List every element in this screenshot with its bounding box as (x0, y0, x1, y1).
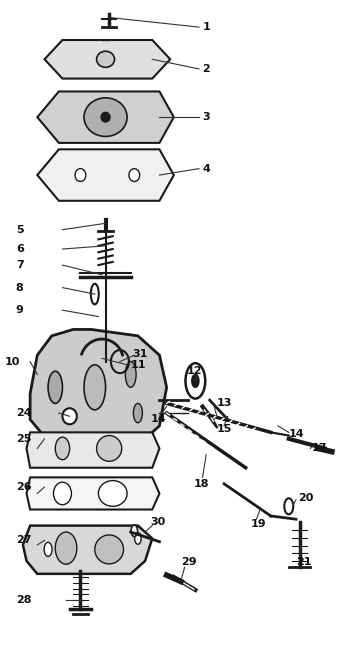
Ellipse shape (75, 169, 86, 182)
Ellipse shape (91, 284, 99, 304)
Text: 31: 31 (132, 349, 148, 359)
Ellipse shape (95, 535, 123, 564)
Ellipse shape (185, 363, 205, 399)
Ellipse shape (135, 533, 141, 545)
Text: 4: 4 (203, 163, 210, 174)
Ellipse shape (129, 169, 140, 182)
Ellipse shape (284, 498, 293, 514)
Ellipse shape (55, 437, 70, 460)
Text: 25: 25 (16, 433, 31, 444)
Text: 26: 26 (16, 482, 31, 492)
Text: 29: 29 (181, 557, 197, 567)
Text: 11: 11 (131, 360, 146, 370)
Text: 9: 9 (16, 305, 24, 315)
Ellipse shape (97, 51, 114, 67)
Ellipse shape (54, 482, 71, 505)
Text: 20: 20 (298, 493, 313, 503)
Ellipse shape (134, 403, 142, 422)
Text: 14: 14 (289, 429, 304, 439)
Text: 1: 1 (203, 22, 210, 32)
Text: 3: 3 (203, 112, 210, 122)
Text: 14: 14 (151, 415, 166, 424)
Ellipse shape (84, 98, 127, 136)
Ellipse shape (84, 365, 106, 410)
Text: 21: 21 (296, 557, 311, 567)
Ellipse shape (131, 525, 138, 537)
Ellipse shape (48, 371, 63, 403)
Polygon shape (45, 40, 170, 79)
Text: 8: 8 (16, 282, 24, 293)
Text: 30: 30 (151, 517, 166, 527)
Text: 24: 24 (16, 408, 31, 418)
Text: 18: 18 (194, 479, 209, 489)
Text: 19: 19 (251, 519, 267, 528)
Text: 7: 7 (16, 260, 24, 270)
Ellipse shape (63, 408, 77, 424)
Text: 17: 17 (312, 443, 328, 453)
Text: 28: 28 (16, 594, 31, 605)
Ellipse shape (125, 362, 136, 388)
Text: 27: 27 (16, 536, 31, 545)
Ellipse shape (101, 112, 110, 122)
Polygon shape (37, 92, 174, 143)
Text: 12: 12 (186, 366, 202, 376)
Text: 10: 10 (5, 357, 20, 366)
Text: 13: 13 (217, 399, 232, 408)
Ellipse shape (192, 375, 199, 388)
Polygon shape (30, 329, 167, 452)
Text: 5: 5 (16, 225, 24, 234)
Polygon shape (26, 432, 159, 468)
Polygon shape (26, 477, 159, 510)
Ellipse shape (97, 435, 122, 461)
Polygon shape (37, 149, 174, 201)
Text: 6: 6 (16, 244, 24, 254)
Text: 15: 15 (217, 424, 232, 434)
Ellipse shape (55, 532, 77, 564)
Ellipse shape (98, 481, 127, 506)
Polygon shape (23, 526, 152, 574)
Ellipse shape (44, 543, 52, 556)
Text: 2: 2 (203, 64, 210, 74)
